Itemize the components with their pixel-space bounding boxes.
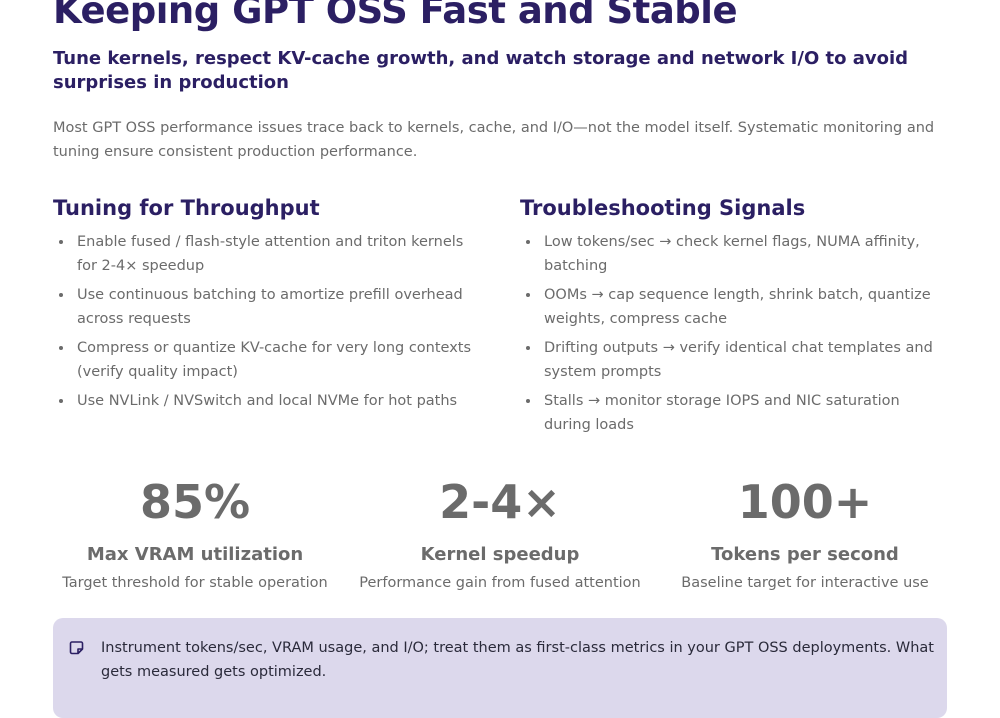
bullet: Use NVLink / NVSwitch and local NVMe for… — [53, 389, 483, 413]
stat: 2-4× Kernel speedup Performance gain fro… — [350, 472, 650, 591]
column-heading: Troubleshooting Signals — [520, 196, 806, 220]
bullet: Stalls → monitor storage IOPS and NIC sa… — [520, 389, 950, 437]
stat-description: Target threshold for stable operation — [62, 575, 328, 591]
bullet-list: Low tokens/sec → check kernel flags, NUM… — [520, 230, 950, 437]
bullet: Use continuous batching to amortize pref… — [53, 283, 483, 331]
stat-label: Max VRAM utilization — [86, 544, 304, 565]
bullet: Drifting outputs → verify identical chat… — [520, 336, 950, 384]
column: Tuning for Throughput Enable fused / fla… — [53, 196, 483, 418]
bullet-list: Enable fused / flash-style attention and… — [53, 230, 483, 413]
page: Keeping GPT OSS Fast and Stable Tune ker… — [45, 0, 955, 718]
stat-description: Baseline target for interactive use — [681, 575, 929, 591]
stat-description: Performance gain from fused attention — [359, 575, 641, 591]
bullet: Enable fused / flash-style attention and… — [53, 230, 483, 278]
stat-value: 2-4× — [439, 475, 561, 529]
note-icon — [69, 641, 84, 655]
stat-value: 100+ — [737, 475, 873, 529]
bullet: Low tokens/sec → check kernel flags, NUM… — [520, 230, 950, 278]
column-heading: Tuning for Throughput — [53, 196, 320, 220]
stat-value: 85% — [139, 475, 251, 529]
callout: Instrument tokens/sec, VRAM usage, and I… — [53, 618, 947, 718]
callout-text: Instrument tokens/sec, VRAM usage, and I… — [101, 640, 934, 680]
title: Keeping GPT OSS Fast and Stable — [53, 0, 738, 32]
stat: 85% Max VRAM utilization Target threshol… — [45, 472, 345, 591]
intro: Most GPT OSS performance issues trace ba… — [53, 120, 935, 160]
stat-label: Tokens per second — [711, 544, 899, 565]
column: Troubleshooting Signals Low tokens/sec →… — [520, 196, 950, 442]
subtitle: Tune kernels, respect KV-cache growth, a… — [53, 48, 909, 93]
stat-label: Kernel speedup — [420, 544, 580, 565]
bullet: OOMs → cap sequence length, shrink batch… — [520, 283, 950, 331]
bullet: Compress or quantize KV-cache for very l… — [53, 336, 483, 384]
stat: 100+ Tokens per second Baseline target f… — [655, 472, 955, 591]
